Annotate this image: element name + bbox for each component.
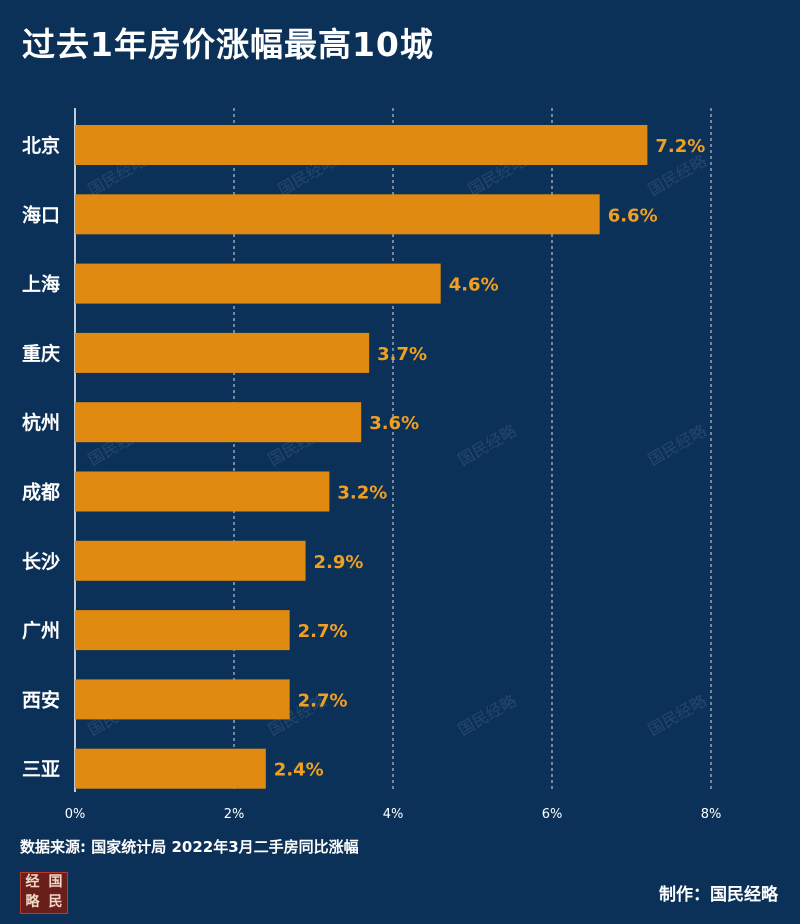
value-label: 4.6% [449, 275, 499, 296]
value-label: 2.7% [298, 690, 348, 711]
bar [75, 402, 362, 443]
value-label: 3.6% [369, 413, 419, 434]
value-label: 6.6% [608, 205, 658, 226]
x-tick-label: 0% [65, 807, 86, 822]
category-label: 海口 [22, 203, 60, 226]
value-label: 2.7% [298, 621, 348, 642]
value-label: 7.2% [655, 136, 705, 157]
bar [75, 540, 306, 581]
credit-text: 制作：国民经略 [659, 885, 778, 905]
logo-char: 略 [25, 894, 40, 910]
watermark-text: 国民经略 [455, 691, 520, 739]
bar [75, 263, 441, 304]
chart-title: 过去1年房价涨幅最高10城 [22, 25, 434, 64]
category-label: 北京 [22, 134, 60, 157]
x-tick-labels: 0% 2% 4% 6% 8% [65, 807, 722, 822]
bar [75, 679, 290, 720]
category-label: 上海 [22, 273, 60, 296]
watermark-text: 国民经略 [455, 421, 520, 469]
value-label: 2.9% [314, 552, 364, 573]
logo-char: 民 [48, 894, 63, 910]
logo-seal: 经 国 略 民 [20, 872, 68, 914]
bar [75, 748, 266, 789]
category-label: 重庆 [22, 342, 60, 365]
category-label: 西安 [22, 688, 60, 711]
logo-char: 经 [25, 874, 40, 890]
bar [75, 194, 600, 235]
bar [75, 125, 648, 165]
bar [75, 332, 370, 373]
x-tick-label: 2% [224, 807, 245, 822]
x-tick-label: 4% [383, 807, 404, 822]
watermark-text: 国民经略 [645, 151, 710, 199]
watermark-text: 国民经略 [645, 421, 710, 469]
value-label: 3.2% [337, 483, 387, 504]
value-label: 3.7% [377, 344, 427, 365]
logo-char: 国 [48, 874, 63, 890]
x-tick-label: 8% [701, 807, 722, 822]
category-label: 长沙 [22, 551, 60, 573]
bar [75, 471, 330, 512]
category-label: 成都 [22, 481, 60, 504]
value-label: 2.4% [274, 760, 324, 781]
x-tick-label: 6% [542, 807, 563, 822]
value-labels: 7.2% 6.6% 4.6% 3.7% 3.6% 3.2% 2.9% 2.7% 2.7% 2.4% [274, 136, 706, 781]
category-label: 杭州 [22, 411, 60, 434]
bar [75, 610, 290, 651]
category-label: 广州 [22, 619, 60, 642]
watermark-text: 国民经略 [645, 691, 710, 739]
category-label: 三亚 [22, 759, 60, 781]
data-source-note: 数据来源: 国家统计局 2022年3月二手房同比涨幅 [20, 838, 359, 856]
bars [75, 125, 648, 789]
